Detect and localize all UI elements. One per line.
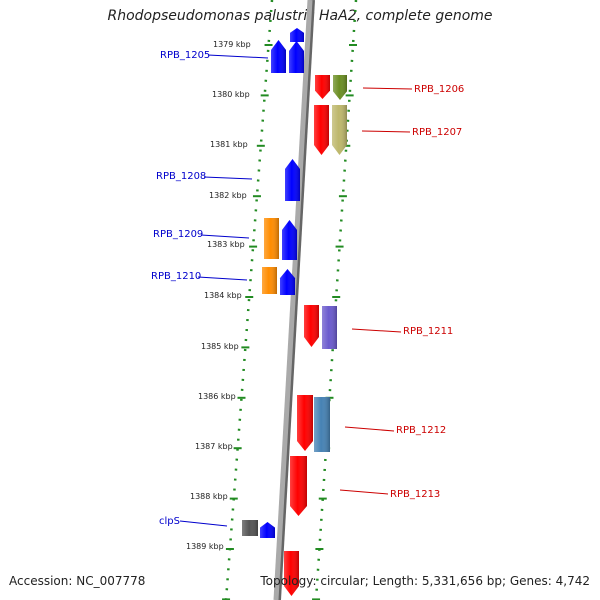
gene-arrow (315, 75, 330, 99)
genome-axis (273, 0, 313, 600)
gene-arrow-shade (333, 75, 347, 100)
gene-arrow (297, 395, 313, 451)
gene-arrow-shade (282, 220, 297, 260)
gene-arrow (290, 456, 307, 516)
gene-arrow-shade (290, 456, 307, 516)
gene-arrow (282, 220, 297, 260)
gene-label: RPB_1213 (390, 489, 440, 500)
gene-arrow-shade (260, 522, 275, 538)
kbp-label: 1389 kbp (186, 542, 224, 551)
kbp-label: 1381 kbp (210, 140, 248, 149)
kbp-label: 1379 kbp (213, 40, 251, 49)
kbp-label: 1380 kbp (212, 90, 250, 99)
gene-arrow (264, 218, 279, 259)
gene-label: clpS (159, 516, 180, 527)
gene-arrow-shade (264, 218, 279, 259)
gene-arrow-shade (304, 305, 319, 347)
guide-dotted-line (314, 0, 358, 600)
kbp-label: 1388 kbp (190, 492, 228, 501)
gene-arrow (271, 40, 286, 73)
gene-label: RPB_1207 (412, 127, 462, 138)
gene-arrow-shade (242, 520, 258, 536)
gene-arrow-shade (262, 267, 277, 294)
gene-arrow-shade (332, 105, 347, 155)
gene-arrow (314, 105, 329, 155)
gene-arrow (280, 269, 295, 295)
kbp-label: 1384 kbp (204, 291, 242, 300)
gene-arrow-shade (297, 395, 313, 451)
gene-label: RPB_1208 (156, 171, 206, 182)
gene-arrow (314, 397, 330, 452)
gene-arrow-shade (315, 75, 330, 99)
topology-text: Topology: circular; Length: 5,331,656 bp… (260, 574, 590, 588)
kbp-label: 1385 kbp (201, 342, 239, 351)
gene-label: RPB_1206 (414, 84, 464, 95)
gene-arrow (333, 75, 347, 100)
gene-arrow-shade (280, 269, 295, 295)
gene-arrow-shade (314, 397, 330, 452)
kbp-label: 1382 kbp (209, 191, 247, 200)
gene-arrow (304, 305, 319, 347)
guide-dotted-line (224, 0, 274, 600)
gene-label: RPB_1212 (396, 425, 446, 436)
gene-arrow-shade (284, 551, 299, 596)
gene-arrow (285, 159, 300, 201)
gene-arrow-shade (290, 28, 304, 42)
gene-arrow (242, 520, 258, 536)
gene-arrow-shade (314, 105, 329, 155)
gene-arrow-shade (289, 41, 304, 73)
kbp-label: 1383 kbp (207, 240, 245, 249)
gene-arrow-shade (271, 40, 286, 73)
label-leaders (179, 54, 413, 527)
gene-arrow-shade (285, 159, 300, 201)
guide-lines (224, 0, 358, 600)
gene-labels: RPB_1205 RPB_1208 RPB_1209 RPB_1210 clpS… (151, 50, 464, 527)
gene-arrow-shade (322, 306, 337, 349)
diagram-title: Rhodopseudomonas palustris HaA2, complet… (107, 8, 493, 24)
gene-arrow (290, 28, 304, 42)
gene-label: RPB_1210 (151, 271, 201, 282)
accession-text: Accession: NC_007778 (9, 574, 146, 588)
gene-label: RPB_1209 (153, 229, 203, 240)
gene-arrow (262, 267, 277, 294)
gene-features (242, 28, 347, 596)
gene-arrow (260, 522, 275, 538)
gene-arrow (289, 41, 304, 73)
gene-arrow (322, 306, 337, 349)
gene-arrow (332, 105, 347, 155)
gene-label: RPB_1211 (403, 326, 453, 337)
kbp-labels: 1379 kbp 1380 kbp 1381 kbp 1382 kbp 1383… (186, 40, 251, 551)
gene-label: RPB_1205 (160, 50, 210, 61)
gene-arrow (284, 551, 299, 596)
kbp-label: 1387 kbp (195, 442, 233, 451)
kbp-label: 1386 kbp (198, 392, 236, 401)
